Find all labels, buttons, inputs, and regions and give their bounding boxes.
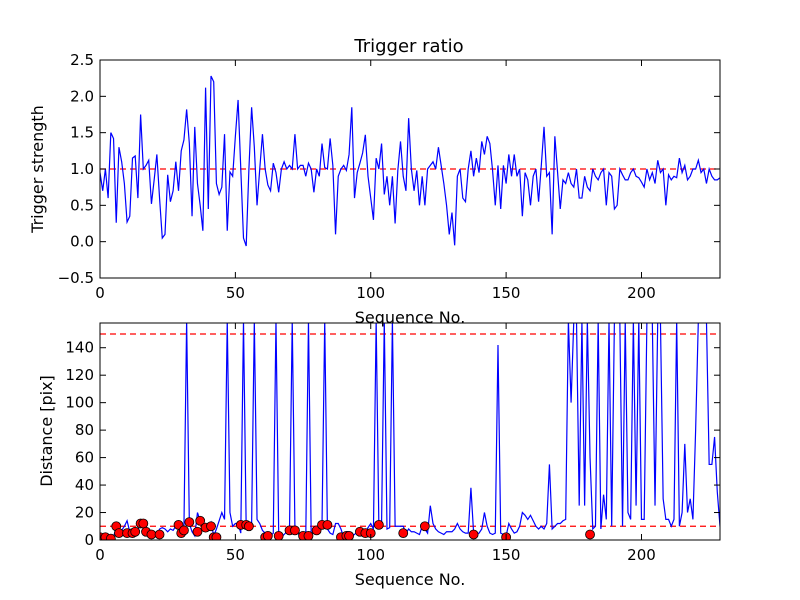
x-tick-label: 0 [95,546,105,564]
x-tick-label: 0 [95,284,105,302]
y-tick-label: 140 [65,339,94,357]
data-point [138,518,149,529]
distance-series [100,323,720,540]
data-point [105,533,116,540]
y-tick-label: 20 [75,504,94,522]
series-line [100,75,720,247]
y-tick-label: 0.5 [70,196,94,214]
data-point [344,530,354,540]
data-point [206,521,216,532]
y-tick-label: 0.0 [70,233,94,251]
data-point [114,528,124,539]
y-tick-label: 1.5 [70,124,94,142]
trigger-ratio-ticks: 0 50 100 150 200 −0.5 0.0 0.5 1.0 1.5 2.0 2.5 [58,51,720,302]
x-tick-label: 200 [627,284,656,302]
y-tick-label: −0.5 [58,269,94,287]
data-point [154,529,165,540]
data-point [192,526,203,537]
trigger-ratio-series [100,75,720,247]
trigger-ratio-plot: Trigger ratio 0 50 100 150 200 −0.5 0.0 0.5 1.0 1… [28,36,721,327]
distance-xlabel: Sequence No. [355,570,466,589]
data-point [303,530,314,540]
x-tick-label: 150 [492,546,521,564]
data-point [373,519,384,530]
data-point [468,529,479,540]
distance-plot-frame [99,322,721,541]
data-point [262,530,273,540]
trigger-ratio-ylabel: Trigger strength [28,105,47,234]
data-point [179,525,189,536]
y-tick-label: 120 [65,366,94,384]
y-tick-label: 80 [75,421,94,439]
data-point [211,532,222,540]
x-tick-label: 50 [226,546,245,564]
y-tick-label: 60 [75,449,94,467]
y-tick-label: 0 [84,531,94,549]
trigger-ratio-xlabel: Sequence No. [355,308,466,327]
data-point [273,530,284,540]
y-tick-label: 40 [75,476,94,494]
x-tick-label: 150 [492,284,521,302]
distance-ticks: 0 50 100 150 200 0 20 40 60 80 100 120 140 [65,323,720,564]
distance-plot: 0 50 100 150 200 0 20 40 60 80 100 120 140 Sequence … [37,322,721,589]
data-point [398,528,409,539]
y-tick-label: 1.0 [70,160,94,178]
x-tick-label: 100 [356,546,385,564]
data-point [322,519,333,530]
y-tick-label: 2.0 [70,87,94,105]
x-tick-label: 200 [627,546,656,564]
data-point [585,529,595,540]
x-tick-label: 100 [356,284,385,302]
data-point [290,525,300,536]
distance-ylabel: Distance [pix] [37,375,56,487]
y-tick-label: 2.5 [70,51,94,69]
data-point [146,529,157,540]
chart-title: Trigger ratio [353,36,463,57]
y-tick-label: 100 [65,394,94,412]
data-point [130,526,141,537]
x-tick-label: 50 [226,284,245,302]
data-point [184,517,195,528]
data-point [419,521,430,532]
data-point [244,521,254,532]
data-point [195,515,206,526]
